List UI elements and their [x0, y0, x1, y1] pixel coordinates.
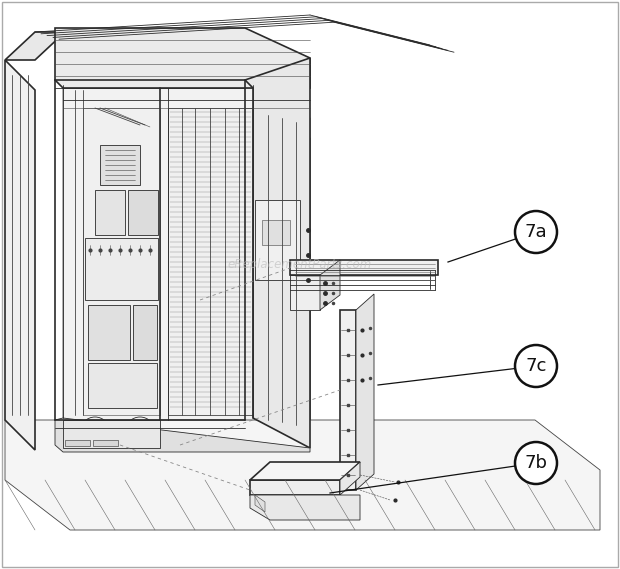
Polygon shape — [250, 480, 340, 495]
Polygon shape — [100, 145, 140, 185]
Polygon shape — [168, 108, 253, 415]
Polygon shape — [255, 495, 265, 512]
Polygon shape — [85, 238, 158, 300]
Polygon shape — [290, 260, 438, 275]
Polygon shape — [83, 108, 160, 415]
Polygon shape — [55, 418, 310, 452]
Polygon shape — [356, 294, 374, 490]
Polygon shape — [5, 32, 65, 60]
Polygon shape — [63, 88, 310, 448]
Text: 7b: 7b — [525, 454, 547, 472]
Polygon shape — [93, 440, 118, 446]
Polygon shape — [5, 60, 35, 450]
Polygon shape — [253, 108, 310, 448]
Polygon shape — [88, 305, 130, 360]
Polygon shape — [245, 58, 310, 448]
Polygon shape — [250, 462, 360, 480]
Polygon shape — [250, 495, 360, 520]
Text: eReplacementParts.com: eReplacementParts.com — [228, 258, 372, 271]
Circle shape — [515, 442, 557, 484]
Polygon shape — [55, 28, 310, 88]
Polygon shape — [88, 363, 157, 408]
Polygon shape — [63, 420, 160, 448]
Polygon shape — [65, 440, 90, 446]
Polygon shape — [255, 200, 300, 280]
Polygon shape — [128, 190, 158, 235]
Polygon shape — [5, 420, 600, 530]
Polygon shape — [133, 305, 157, 360]
Polygon shape — [262, 220, 290, 245]
Text: 7a: 7a — [525, 223, 547, 241]
Text: 7c: 7c — [525, 357, 547, 375]
Polygon shape — [340, 462, 360, 495]
Circle shape — [515, 345, 557, 387]
Circle shape — [515, 211, 557, 253]
Polygon shape — [340, 310, 356, 490]
Polygon shape — [290, 275, 320, 310]
Polygon shape — [320, 260, 340, 310]
Polygon shape — [95, 190, 125, 235]
